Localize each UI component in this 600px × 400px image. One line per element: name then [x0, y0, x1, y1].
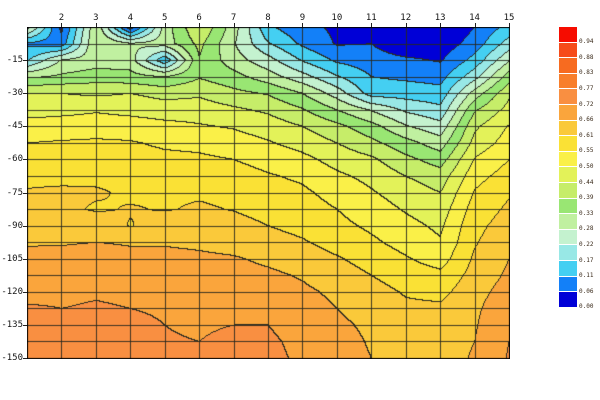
legend-color-box: [559, 276, 577, 292]
y-tick-mark: [23, 93, 27, 94]
legend-color-box: [559, 292, 577, 307]
legend-color-box: [559, 27, 577, 42]
x-tick-mark: [268, 23, 269, 27]
x-tick-label: 14: [469, 13, 480, 23]
y-tick-mark: [23, 358, 27, 359]
legend-color-box: [559, 214, 577, 229]
y-tick-mark: [23, 60, 27, 61]
legend-color-box: [559, 167, 577, 182]
legend-color-box: [559, 73, 577, 89]
x-tick-label: 11: [365, 13, 377, 23]
legend-value-label: 0.22: [579, 240, 594, 248]
legend-value-label: 0.77: [579, 84, 594, 92]
x-tick-label: 5: [161, 13, 168, 23]
x-tick-mark: [165, 23, 166, 27]
legend-value-label: 0.11: [579, 272, 594, 280]
legend-value-label: 0.72: [579, 100, 594, 108]
y-tick-mark: [23, 159, 27, 160]
x-tick-mark: [440, 23, 441, 27]
legend-value-label: 0.17: [579, 256, 594, 264]
x-tick-mark: [371, 23, 372, 27]
x-tick-mark: [130, 23, 131, 27]
x-tick-label: 8: [265, 13, 271, 23]
y-tick-label: -15: [6, 55, 23, 66]
x-tick-label: 7: [230, 13, 237, 23]
legend-value-label: 0.55: [579, 147, 594, 155]
y-tick-label: -105: [1, 253, 23, 264]
x-tick-mark: [509, 23, 510, 27]
legend-color-box: [559, 151, 577, 167]
x-tick-mark: [199, 23, 200, 27]
legend-value-label: 0.39: [579, 194, 594, 202]
x-tick-mark: [61, 23, 62, 27]
x-tick-mark: [337, 23, 338, 27]
legend-value-label: 0.50: [579, 162, 594, 170]
x-tick-label: 6: [196, 13, 202, 23]
legend-value-label: 0.61: [579, 131, 594, 139]
y-tick-mark: [23, 292, 27, 293]
legend-color-box: [559, 136, 577, 151]
x-tick-label: 4: [127, 13, 133, 23]
y-tick-mark: [23, 126, 27, 127]
y-tick-label: -30: [6, 88, 23, 99]
y-tick-label: -135: [1, 319, 23, 330]
y-tick-mark: [23, 226, 27, 227]
legend-value-label: 0.06: [579, 287, 594, 295]
legend-value-label: 0.88: [579, 53, 594, 61]
y-tick-mark: [23, 193, 27, 194]
legend-value-label: 0.44: [579, 178, 594, 186]
legend-color-box: [559, 229, 577, 245]
y-tick-mark: [23, 259, 27, 260]
legend-value-label: 0.83: [579, 69, 594, 77]
x-tick-mark: [406, 23, 407, 27]
legend-color-box: [559, 58, 577, 73]
legend-color-box: [559, 261, 577, 276]
y-tick-label: -75: [6, 187, 23, 198]
legend-color-box: [559, 120, 577, 136]
legend-value-label: 0.00: [579, 303, 594, 311]
x-tick-label: 13: [434, 13, 446, 23]
x-tick-mark: [302, 23, 303, 27]
legend-color-box: [559, 198, 577, 214]
x-tick-mark: [234, 23, 235, 27]
legend-value-label: 0.66: [579, 116, 594, 124]
legend-value-label: 0.28: [579, 225, 594, 233]
x-tick-label: 12: [400, 13, 412, 23]
y-tick-label: -90: [6, 220, 23, 231]
x-tick-label: 3: [93, 13, 99, 23]
legend-value-label: 0.94: [579, 38, 594, 46]
x-tick-mark: [475, 23, 476, 27]
legend-color-box: [559, 105, 577, 120]
y-tick-label: -120: [1, 286, 23, 297]
x-tick-label: 9: [299, 13, 306, 23]
x-tick-label: 10: [331, 13, 343, 23]
y-tick-label: -45: [6, 121, 23, 132]
legend-color-box: [559, 245, 577, 260]
legend-color-box: [559, 89, 577, 104]
x-tick-label: 15: [503, 13, 515, 23]
x-tick-label: 2: [58, 13, 65, 23]
y-tick-label: -60: [6, 154, 23, 165]
y-tick-label: -150: [1, 353, 23, 363]
legend-color-box: [559, 183, 577, 198]
x-tick-mark: [96, 23, 97, 27]
y-tick-mark: [23, 325, 27, 326]
legend-value-label: 0.33: [579, 209, 594, 217]
legend-color-box: [559, 42, 577, 58]
contour-plot-canvas: [27, 27, 510, 359]
